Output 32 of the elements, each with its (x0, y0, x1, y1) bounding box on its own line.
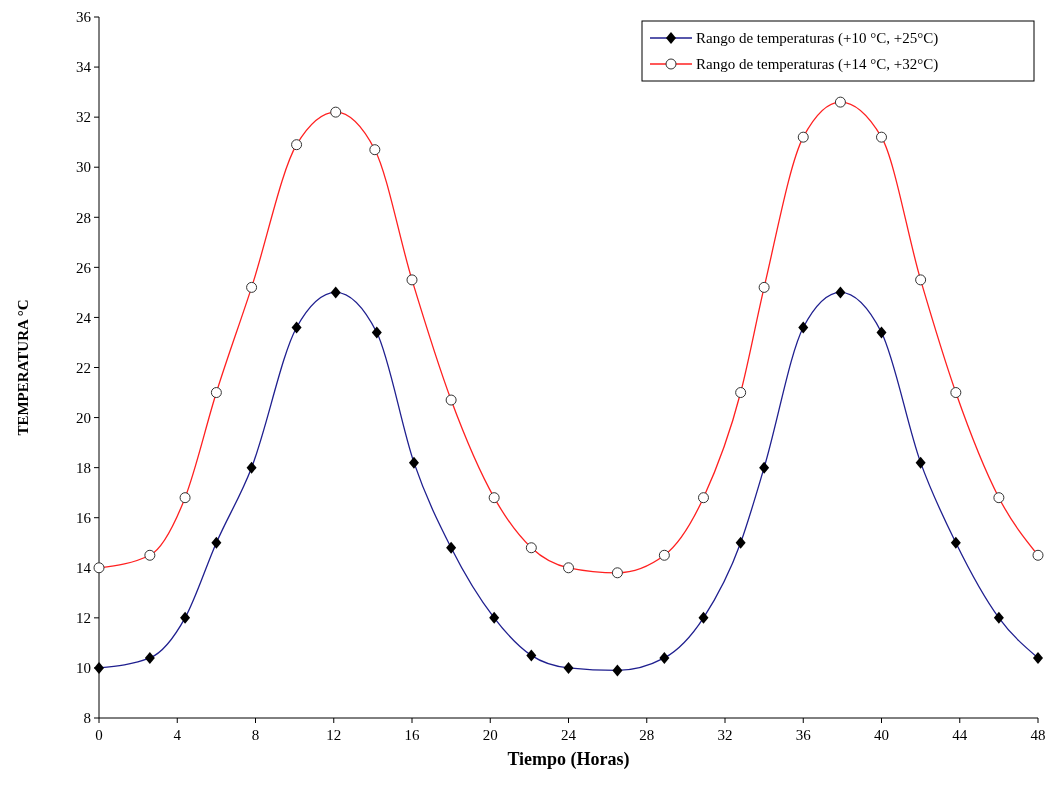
x-axis-title: Tiempo (Horas) (507, 749, 630, 770)
y-tick-label: 32 (76, 109, 91, 126)
y-tick-label: 24 (76, 309, 92, 326)
y-tick-label: 30 (76, 159, 91, 176)
y-tick-label: 36 (76, 9, 92, 26)
x-tick-label: 24 (561, 727, 577, 743)
x-tick-label: 48 (1030, 727, 1046, 743)
y-tick-label: 22 (76, 359, 91, 376)
legend-label: Rango de temperaturas (+14 °C, +32°C) (696, 56, 939, 74)
y-tick-label: 26 (76, 259, 92, 276)
y-tick-label: 12 (76, 610, 91, 627)
y-tick-label: 14 (76, 560, 92, 577)
y-tick-label: 10 (76, 660, 91, 677)
x-tick-label: 16 (404, 727, 420, 743)
y-tick-label: 34 (76, 59, 92, 76)
x-tick-label: 20 (482, 727, 498, 743)
y-axis-title: TEMPERATURA °C (15, 299, 31, 436)
y-tick-label: 16 (76, 509, 92, 526)
x-tick-label: 40 (874, 727, 889, 743)
x-tick-label: 44 (952, 727, 968, 743)
y-tick-label: 8 (83, 710, 91, 727)
legend-label: Rango de temperaturas (+10 °C, +25°C) (696, 30, 939, 48)
x-tick-label: 36 (795, 727, 812, 743)
x-tick-label: 0 (95, 727, 103, 743)
x-tick-label: 32 (717, 727, 733, 743)
x-tick-label: 28 (639, 727, 655, 743)
x-tick-label: 8 (251, 727, 260, 743)
x-tick-label: 12 (326, 727, 342, 743)
y-tick-label: 28 (76, 209, 91, 226)
x-tick-label: 4 (173, 727, 182, 743)
y-tick-label: 18 (76, 459, 91, 476)
y-tick-label: 20 (76, 409, 91, 426)
